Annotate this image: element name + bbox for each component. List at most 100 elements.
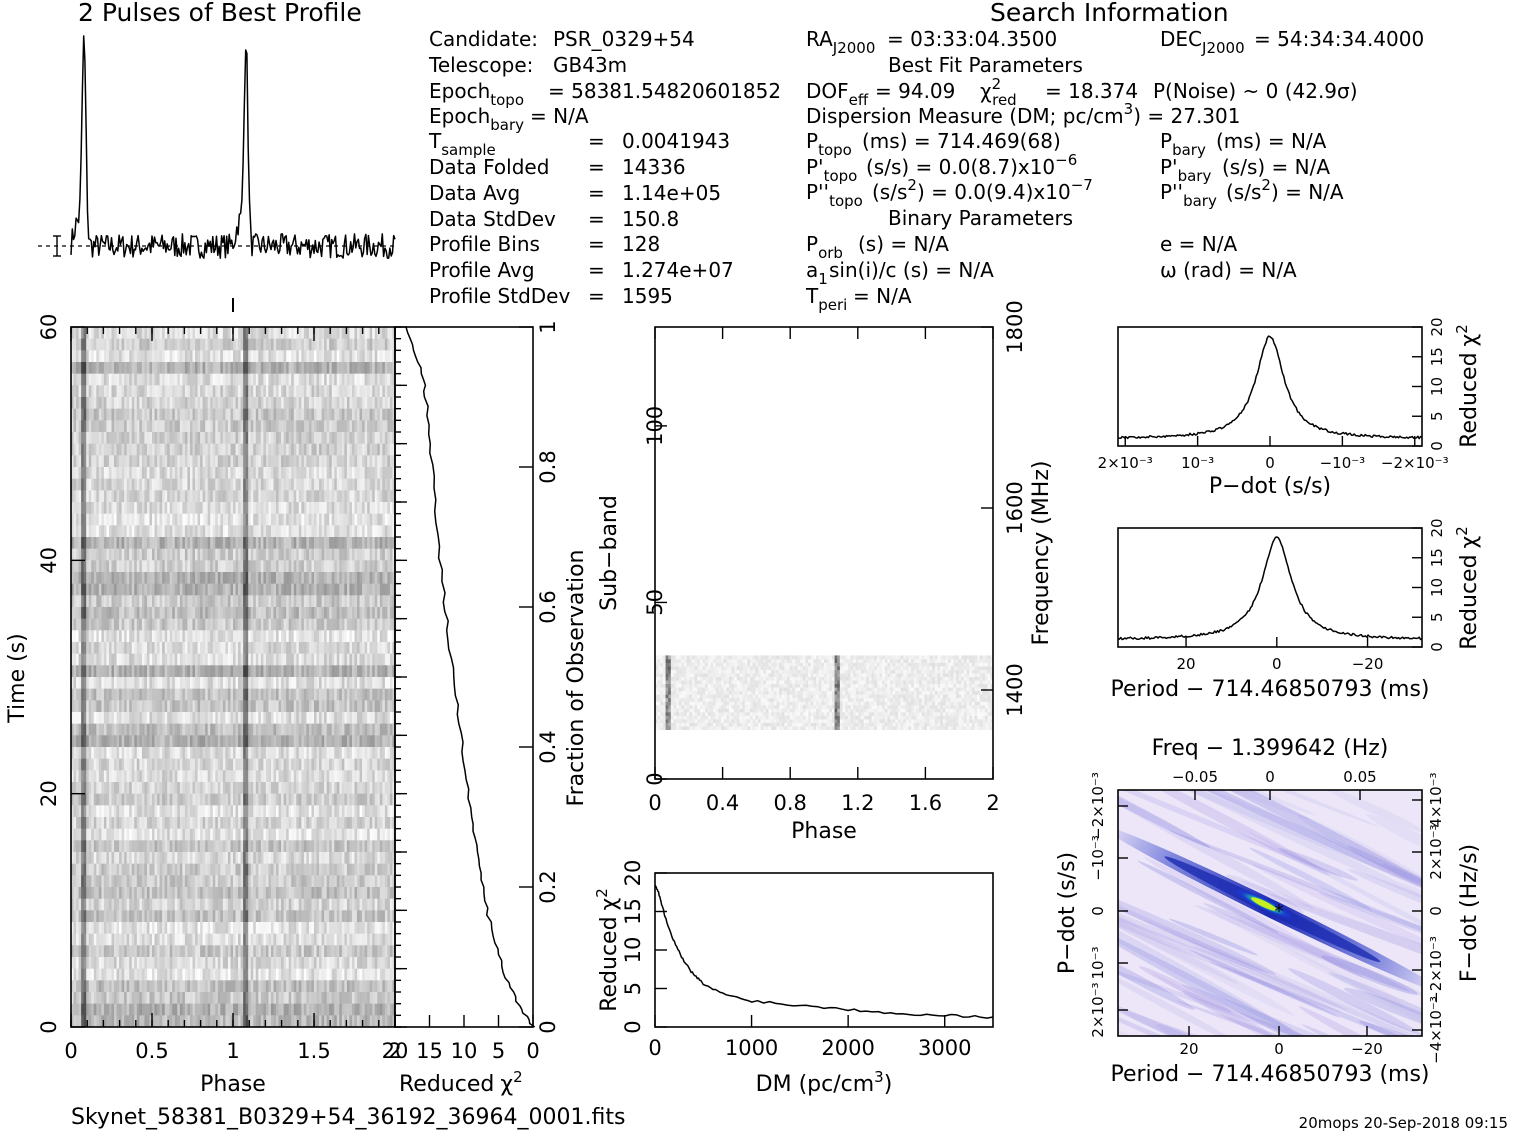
time-phase-cell	[167, 409, 170, 421]
time-phase-cell	[84, 770, 87, 782]
time-phase-cell	[248, 537, 251, 549]
time-phase-cell	[299, 479, 302, 491]
time-phase-cell	[147, 327, 150, 339]
time-phase-cell	[301, 455, 304, 467]
time-phase-cell	[152, 432, 155, 444]
time-phase-cell	[327, 712, 330, 724]
time-phase-cell	[233, 514, 236, 526]
time-phase-cell	[241, 619, 244, 631]
time-phase-cell	[289, 374, 292, 386]
time-phase-cell	[96, 385, 99, 397]
time-phase-cell	[149, 385, 152, 397]
time-phase-cell	[106, 467, 109, 479]
time-phase-cell	[375, 525, 378, 537]
time-phase-cell	[134, 374, 137, 386]
time-phase-cell	[94, 665, 97, 677]
time-phase-cell	[167, 525, 170, 537]
dm-label: Dispersion Measure (DM; pc/cm3) = 27.301	[806, 100, 1240, 128]
time-phase-cell	[357, 420, 360, 432]
time-phase-cell	[96, 677, 99, 689]
time-phase-cell	[203, 572, 206, 584]
time-phase-cell	[261, 490, 264, 502]
time-phase-cell	[352, 665, 355, 677]
time-phase-cell	[84, 572, 87, 584]
time-phase-cell	[213, 665, 216, 677]
time-phase-cell	[279, 432, 282, 444]
time-phase-cell	[193, 735, 196, 747]
time-phase-cell	[230, 712, 233, 724]
time-phase-cell	[355, 712, 358, 724]
time-phase-cell	[327, 362, 330, 374]
time-phase-cell	[355, 479, 358, 491]
time-phase-cell	[377, 560, 380, 572]
time-phase-cell	[155, 619, 158, 631]
time-phase-cell	[122, 724, 125, 736]
time-phase-cell	[208, 432, 211, 444]
time-phase-cell	[182, 409, 185, 421]
time-phase-cell	[289, 537, 292, 549]
time-phase-cell	[385, 339, 388, 351]
time-phase-cell	[337, 502, 340, 514]
time-phase-cell	[180, 654, 183, 666]
time-phase-cell	[139, 490, 142, 502]
time-phase-cell	[160, 374, 163, 386]
time-phase-cell	[246, 467, 249, 479]
time-phase-cell	[225, 712, 228, 724]
time-phase-cell	[251, 654, 254, 666]
time-phase-cell	[124, 467, 127, 479]
time-phase-cell	[230, 607, 233, 619]
time-phase-cell	[198, 665, 201, 677]
time-phase-cell	[329, 677, 332, 689]
time-phase-cell	[370, 444, 373, 456]
time-phase-cell	[311, 374, 314, 386]
time-phase-cell	[210, 385, 213, 397]
time-phase-cell	[134, 700, 137, 712]
time-phase-cell	[329, 595, 332, 607]
time-phase-cell	[296, 339, 299, 351]
time-phase-cell	[266, 735, 269, 747]
time-phase-cell	[165, 385, 168, 397]
time-phase-cell	[377, 549, 380, 561]
time-phase-cell	[167, 770, 170, 782]
time-phase-cell	[294, 689, 297, 701]
time-phase-cell	[357, 560, 360, 572]
time-phase-cell	[218, 467, 221, 479]
time-phase-cell	[160, 409, 163, 421]
time-phase-cell	[106, 537, 109, 549]
time-phase-cell	[129, 502, 132, 514]
time-phase-cell	[375, 432, 378, 444]
time-phase-cell	[246, 444, 249, 456]
time-phase-cell	[233, 712, 236, 724]
time-phase-cell	[387, 420, 390, 432]
time-phase-cell	[76, 642, 79, 654]
time-phase-cell	[357, 432, 360, 444]
time-phase-cell	[157, 712, 160, 724]
time-phase-cell	[228, 630, 231, 642]
time-phase-cell	[375, 502, 378, 514]
time-phase-cell	[319, 724, 322, 736]
time-phase-cell	[322, 619, 325, 631]
time-phase-cell	[99, 455, 102, 467]
time-phase-cell	[79, 479, 82, 491]
time-phase-cell	[319, 420, 322, 432]
time-phase-cell	[91, 735, 94, 747]
time-phase-cell	[276, 409, 279, 421]
time-phase-cell	[117, 362, 120, 374]
time-phase-cell	[387, 712, 390, 724]
time-phase-cell	[251, 467, 254, 479]
time-phase-cell	[347, 350, 350, 362]
time-phase-cell	[160, 549, 163, 561]
time-phase-cell	[94, 584, 97, 596]
time-phase-cell	[225, 467, 228, 479]
time-phase-cell	[228, 584, 231, 596]
time-phase-cell	[357, 607, 360, 619]
time-phase-cell	[137, 362, 140, 374]
time-phase-cell	[132, 677, 135, 689]
time-phase-cell	[84, 420, 87, 432]
time-phase-cell	[137, 432, 140, 444]
time-phase-cell	[337, 677, 340, 689]
time-phase-cell	[233, 537, 236, 549]
time-phase-cell	[177, 735, 180, 747]
time-phase-cell	[339, 374, 342, 386]
time-phase-cell	[112, 584, 115, 596]
